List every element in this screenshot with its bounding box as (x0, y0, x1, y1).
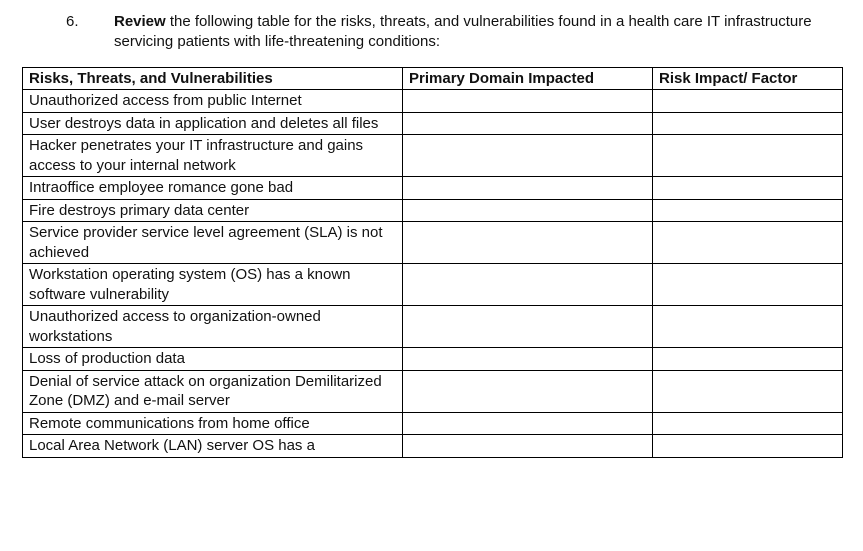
cell-impact[interactable] (653, 306, 843, 348)
cell-risk: Local Area Network (LAN) server OS has a (23, 435, 403, 458)
cell-impact[interactable] (653, 412, 843, 435)
cell-risk: Denial of service attack on organization… (23, 370, 403, 412)
table-body: Unauthorized access from public Internet… (23, 90, 843, 458)
cell-risk: Hacker penetrates your IT infrastructure… (23, 135, 403, 177)
table-row: Denial of service attack on organization… (23, 370, 843, 412)
cell-risk: User destroys data in application and de… (23, 112, 403, 135)
cell-domain[interactable] (403, 435, 653, 458)
table-row: Remote communications from home office (23, 412, 843, 435)
cell-impact[interactable] (653, 112, 843, 135)
cell-risk: Unauthorized access to organization-owne… (23, 306, 403, 348)
table-header-row: Risks, Threats, and Vulnerabilities Prim… (23, 67, 843, 90)
cell-impact[interactable] (653, 135, 843, 177)
table-row: Unauthorized access from public Internet (23, 90, 843, 113)
table-row: Unauthorized access to organization-owne… (23, 306, 843, 348)
cell-risk: Workstation operating system (OS) has a … (23, 264, 403, 306)
cell-risk: Unauthorized access from public Internet (23, 90, 403, 113)
cell-risk: Service provider service level agreement… (23, 222, 403, 264)
col-header-domain: Primary Domain Impacted (403, 67, 653, 90)
cell-impact[interactable] (653, 435, 843, 458)
cell-domain[interactable] (403, 199, 653, 222)
table-row: User destroys data in application and de… (23, 112, 843, 135)
cell-impact[interactable] (653, 90, 843, 113)
cell-impact[interactable] (653, 348, 843, 371)
cell-domain[interactable] (403, 370, 653, 412)
table-row: Service provider service level agreement… (23, 222, 843, 264)
table-row: Intraoffice employee romance gone bad (23, 177, 843, 200)
cell-risk: Fire destroys primary data center (23, 199, 403, 222)
cell-risk: Intraoffice employee romance gone bad (23, 177, 403, 200)
col-header-risks: Risks, Threats, and Vulnerabilities (23, 67, 403, 90)
table-row: Loss of production data (23, 348, 843, 371)
cell-risk: Remote communications from home office (23, 412, 403, 435)
cell-domain[interactable] (403, 90, 653, 113)
list-number: 6. (66, 12, 79, 32)
instruction-line: 6. Review the following table for the ri… (84, 12, 824, 53)
table-row: Workstation operating system (OS) has a … (23, 264, 843, 306)
cell-impact[interactable] (653, 177, 843, 200)
instruction-rest: the following table for the risks, threa… (114, 13, 812, 50)
cell-domain[interactable] (403, 306, 653, 348)
cell-domain[interactable] (403, 412, 653, 435)
cell-domain[interactable] (403, 135, 653, 177)
risk-table: Risks, Threats, and Vulnerabilities Prim… (22, 67, 843, 458)
cell-impact[interactable] (653, 199, 843, 222)
cell-impact[interactable] (653, 370, 843, 412)
cell-domain[interactable] (403, 348, 653, 371)
col-header-impact: Risk Impact/ Factor (653, 67, 843, 90)
cell-risk: Loss of production data (23, 348, 403, 371)
instruction-lead: Review (114, 13, 166, 30)
cell-domain[interactable] (403, 112, 653, 135)
table-row: Hacker penetrates your IT infrastructure… (23, 135, 843, 177)
instruction-body: Review the following table for the risks… (84, 12, 824, 53)
cell-domain[interactable] (403, 264, 653, 306)
table-row: Fire destroys primary data center (23, 199, 843, 222)
cell-impact[interactable] (653, 222, 843, 264)
cell-domain[interactable] (403, 177, 653, 200)
cell-domain[interactable] (403, 222, 653, 264)
table-row: Local Area Network (LAN) server OS has a (23, 435, 843, 458)
cell-impact[interactable] (653, 264, 843, 306)
